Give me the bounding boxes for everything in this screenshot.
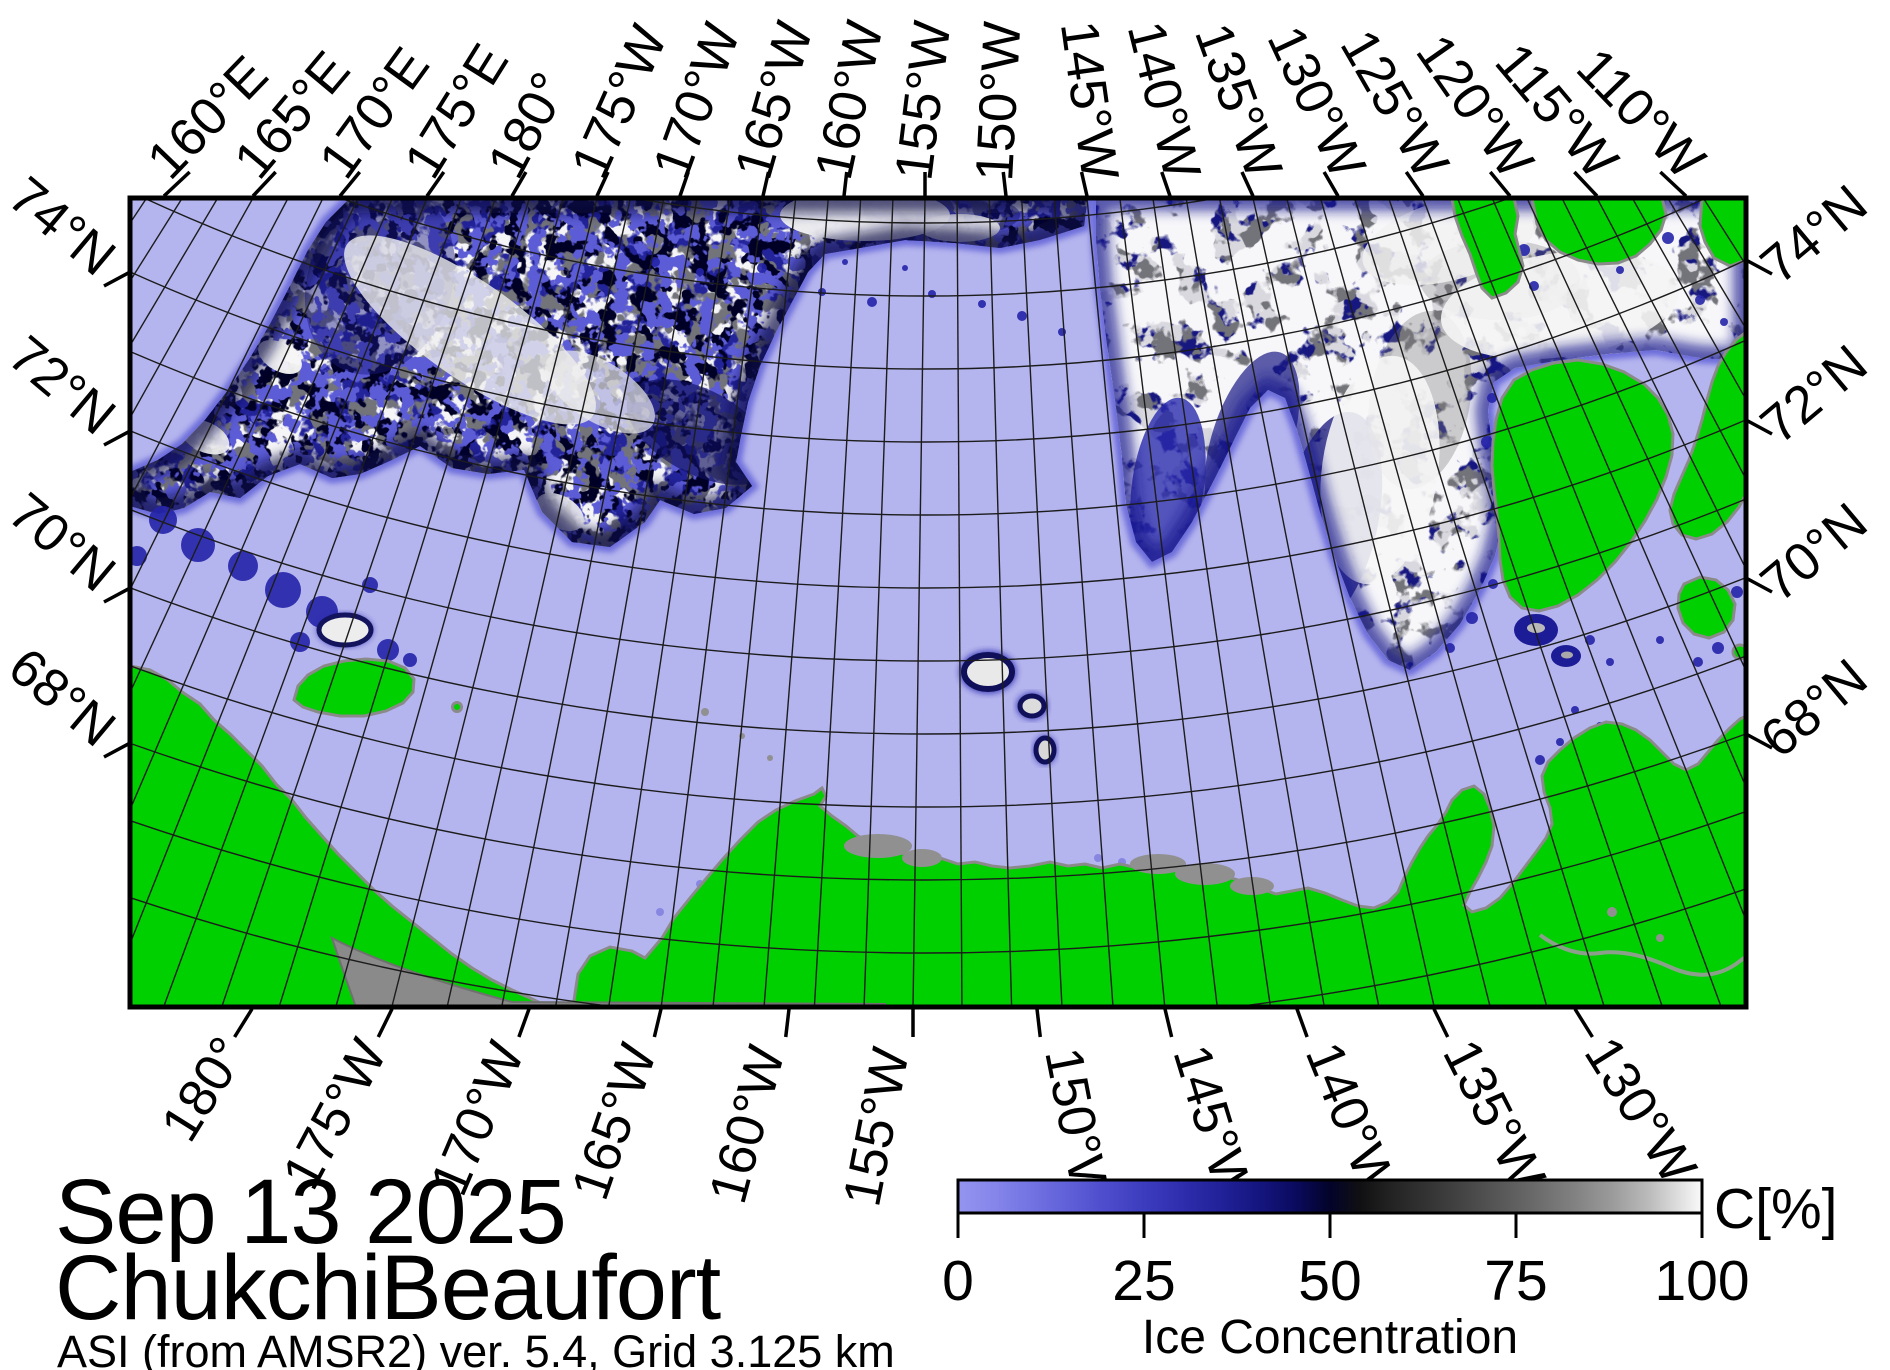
svg-text:145°W: 145°W <box>1049 17 1130 183</box>
axis-ticks <box>103 170 1773 1038</box>
colorbar-title: Ice Concentration <box>1141 1311 1519 1364</box>
svg-text:70°N: 70°N <box>1750 492 1879 613</box>
svg-text:72°N: 72°N <box>1750 334 1879 455</box>
no-data-region <box>330 935 886 1007</box>
map-frame <box>127 195 1749 1010</box>
svg-text:150°W: 150°W <box>965 20 1032 183</box>
colorbar-unit-label: C[%] <box>1714 1177 1838 1241</box>
colorbar-tick-label: 75 <box>1484 1249 1548 1313</box>
svg-text:160°W: 160°W <box>698 1040 796 1209</box>
colorbar-gradient <box>956 1178 1704 1215</box>
svg-text:135°W: 135°W <box>1431 1031 1556 1200</box>
island-arctic-archipelago-corner <box>1698 198 1746 268</box>
colorbar-tick-label: 50 <box>1298 1249 1362 1313</box>
svg-text:180°: 180° <box>150 1027 258 1151</box>
coastal-lagoons <box>701 708 1664 942</box>
river <box>1538 933 1746 977</box>
colorbar-tick-label: 0 <box>942 1249 974 1313</box>
svg-text:74°N: 74°N <box>1750 174 1879 295</box>
colorbar-tick-label: 100 <box>1654 1249 1750 1313</box>
svg-text:155°W: 155°W <box>884 18 962 184</box>
svg-text:130°W: 130°W <box>1573 1027 1708 1194</box>
svg-text:68°N: 68°N <box>0 637 126 758</box>
island-cluster-south <box>1676 575 1737 640</box>
svg-text:70°N: 70°N <box>0 482 126 603</box>
svg-text:165°W: 165°W <box>561 1037 669 1207</box>
region-label: ChukchiBeaufort <box>55 1237 721 1339</box>
land-herald-island <box>451 701 463 713</box>
svg-text:155°W: 155°W <box>832 1043 920 1211</box>
graticule <box>130 198 1746 1007</box>
colorbar <box>956 1178 1704 1238</box>
colorbar-tick-label: 25 <box>1112 1249 1176 1313</box>
land-banks-island <box>1490 358 1675 613</box>
svg-text:68°N: 68°N <box>1750 648 1879 769</box>
svg-text:74°N: 74°N <box>0 166 126 287</box>
date-label: Sep 13 2025 <box>55 1161 567 1263</box>
algorithm-source-label: ASI (from AMSR2) ver. 5.4, Grid 3.125 km <box>57 1326 895 1370</box>
land-wrangel-island <box>292 657 416 718</box>
svg-text:72°N: 72°N <box>0 325 126 446</box>
island-arctic-archipelago-west <box>1450 198 1525 300</box>
ice-floe-north-of-wrangel <box>316 612 374 648</box>
colorbar-ticks <box>956 1214 1704 1238</box>
ice-floes-east <box>1514 614 1581 667</box>
